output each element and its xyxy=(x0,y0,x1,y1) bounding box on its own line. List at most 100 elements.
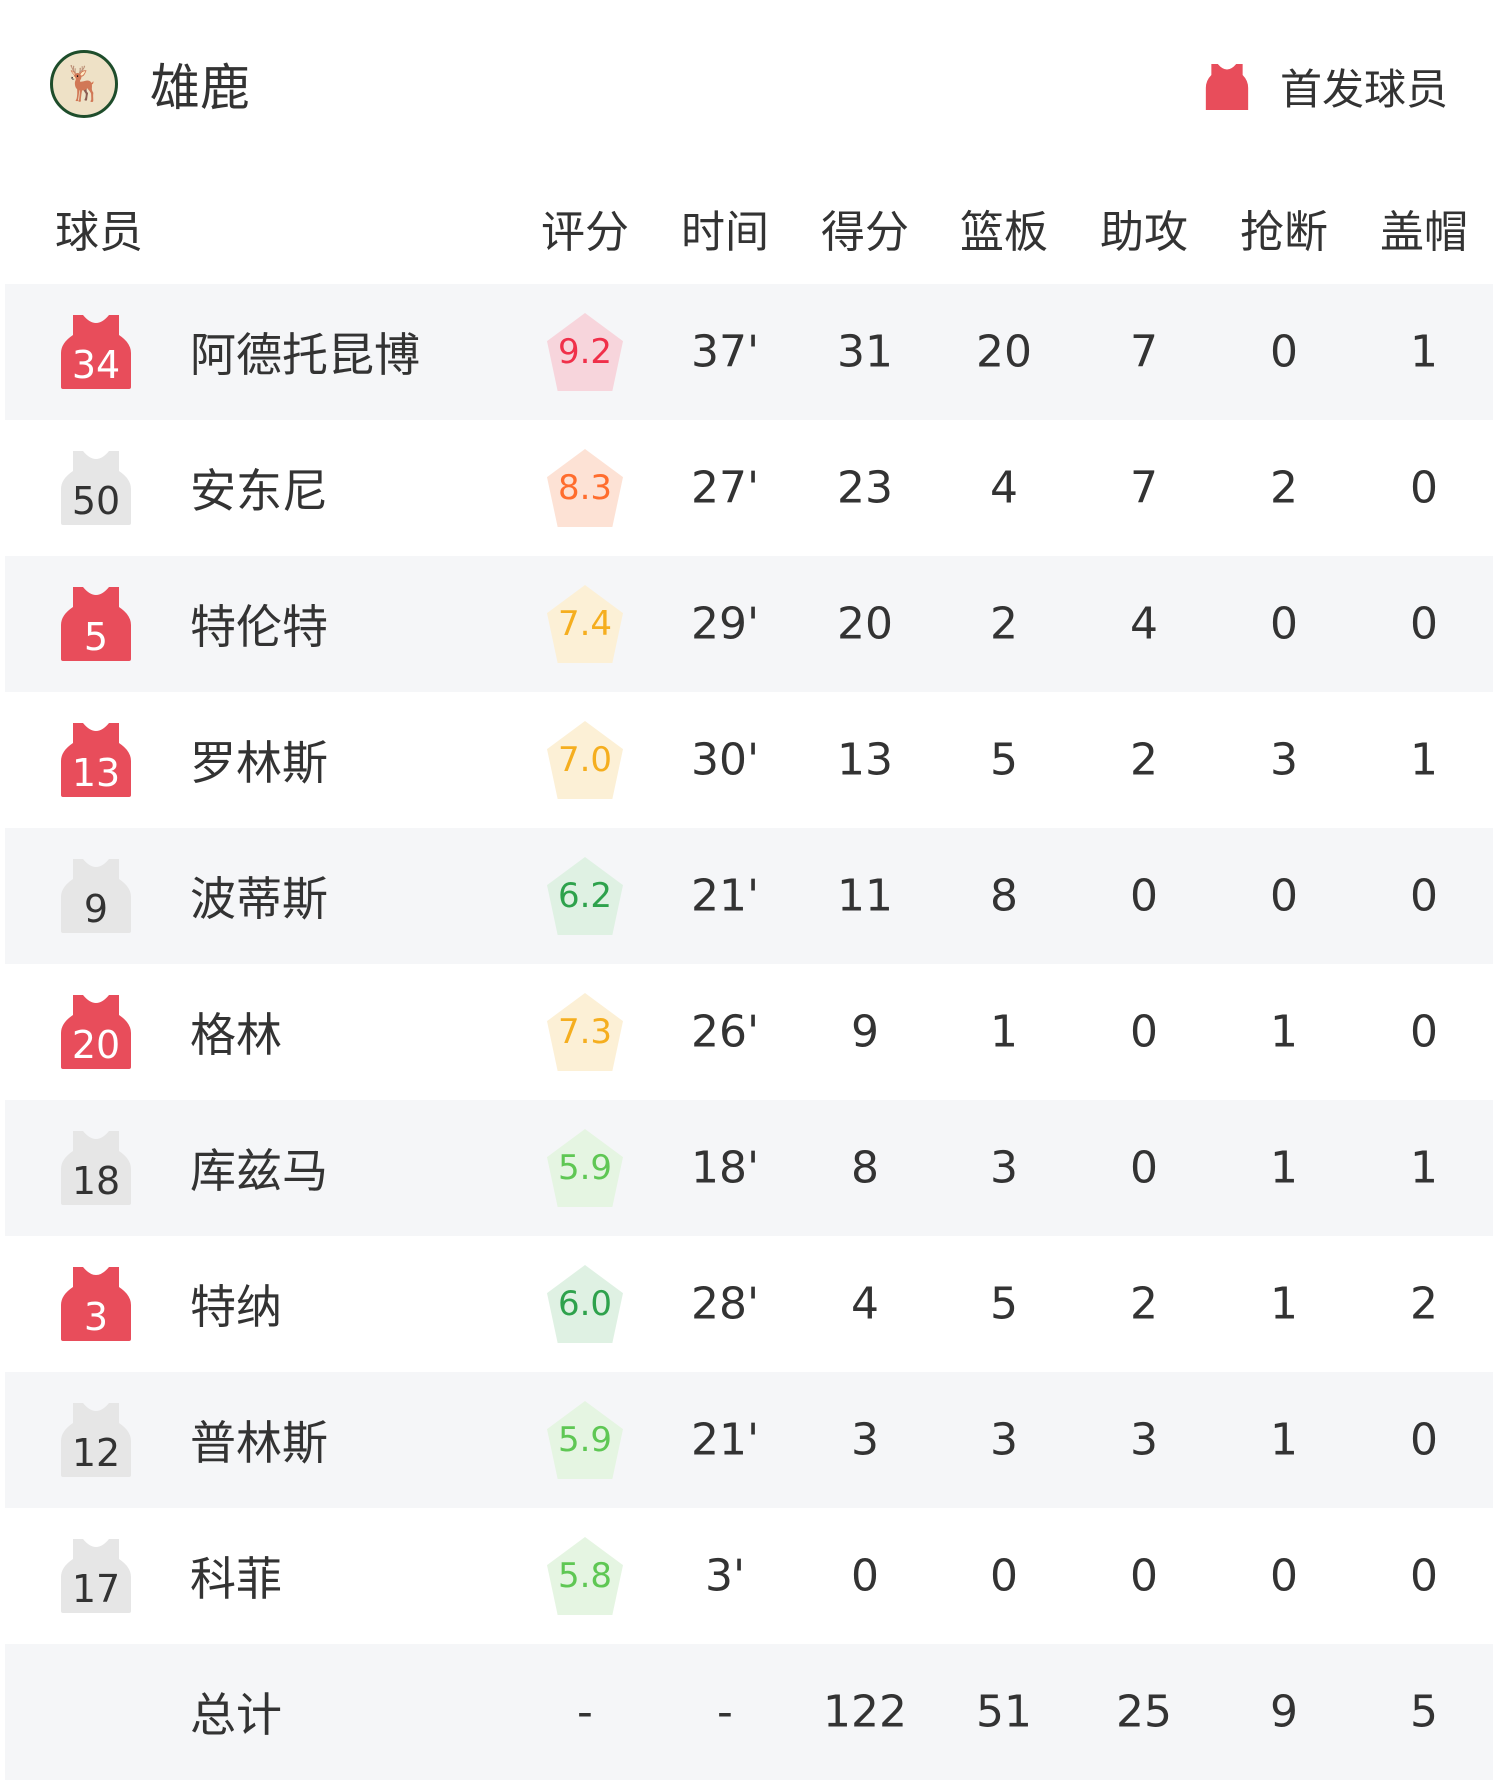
column-header: 盖帽 xyxy=(1380,207,1468,258)
player-name[interactable]: 普林斯 xyxy=(190,1416,328,1470)
stat-time: 27' xyxy=(690,462,760,514)
rating-badge: 7.3 xyxy=(547,993,623,1071)
jersey-number-badge: 13 xyxy=(61,723,131,797)
player-row[interactable]: 5 特伦特 7.4 29' 20 2 4 0 0 xyxy=(5,556,1493,692)
column-header: 抢断 xyxy=(1240,207,1328,258)
player-name[interactable]: 格林 xyxy=(190,1008,282,1062)
stat-ast: 0 xyxy=(1130,870,1158,922)
stat-ast: 2 xyxy=(1130,1278,1158,1330)
stat-stl: 1 xyxy=(1270,1142,1298,1194)
player-name[interactable]: 特纳 xyxy=(190,1280,282,1334)
table-header: 球员 评分 时间 得分 篮板 助攻 抢断 盖帽 xyxy=(0,196,1500,258)
column-header: 球员 xyxy=(55,207,143,258)
stat-time: 21' xyxy=(690,870,760,922)
jersey-icon xyxy=(1205,63,1249,110)
player-name[interactable]: 罗林斯 xyxy=(190,736,328,790)
stat-time: 28' xyxy=(690,1278,760,1330)
stat-blk: 1 xyxy=(1410,1142,1438,1194)
column-header: 得分 xyxy=(821,207,909,258)
player-row[interactable]: 3 特纳 6.0 28' 4 5 2 1 2 xyxy=(5,1236,1493,1372)
stat-stl: 0 xyxy=(1270,326,1298,378)
player-row[interactable]: 17 科菲 5.8 3' 0 0 0 0 0 xyxy=(5,1508,1493,1644)
stat-blk: 0 xyxy=(1410,1550,1438,1602)
stat-ast: 7 xyxy=(1130,462,1158,514)
player-name[interactable]: 安东尼 xyxy=(190,464,328,518)
stat-stl: 1 xyxy=(1270,1278,1298,1330)
stat-time: 37' xyxy=(690,326,760,378)
jersey-number-badge: 5 xyxy=(61,587,131,661)
player-row[interactable]: 9 波蒂斯 6.2 21' 11 8 0 0 0 xyxy=(5,828,1493,964)
stat-ast: 0 xyxy=(1130,1142,1158,1194)
stat-reb: 3 xyxy=(990,1414,1018,1466)
stat-blk: 1 xyxy=(1410,734,1438,786)
jersey-number-badge: 18 xyxy=(61,1131,131,1205)
stat-stl: 0 xyxy=(1270,870,1298,922)
stat-time: 26' xyxy=(690,1006,760,1058)
stat-time: 3' xyxy=(704,1550,746,1602)
stat-stl: 1 xyxy=(1270,1414,1298,1466)
rating-badge: 9.2 xyxy=(547,313,623,391)
player-name[interactable]: 阿德托昆博 xyxy=(190,328,420,382)
stat-ast: 7 xyxy=(1130,326,1158,378)
rating-badge: 7.0 xyxy=(547,721,623,799)
starter-legend: 首发球员 xyxy=(1204,56,1448,117)
rating-badge: 8.3 xyxy=(547,449,623,527)
player-name[interactable]: 特伦特 xyxy=(190,600,328,654)
stat-pts: 23 xyxy=(837,462,893,514)
stat-reb: 5 xyxy=(990,1278,1018,1330)
jersey-number-badge: 3 xyxy=(61,1267,131,1341)
stat-pts: 3 xyxy=(851,1414,879,1466)
team-name: 雄鹿 xyxy=(150,59,250,117)
stat-time: 18' xyxy=(690,1142,760,1194)
rating-badge: 5.8 xyxy=(547,1537,623,1615)
stat-blk: 0 xyxy=(1410,1006,1438,1058)
stat-ast: 3 xyxy=(1130,1414,1158,1466)
stat-blk: 2 xyxy=(1410,1278,1438,1330)
total-reb: 51 xyxy=(976,1686,1032,1738)
total-pts: 122 xyxy=(823,1686,907,1738)
jersey-number-badge: 20 xyxy=(61,995,131,1069)
jersey-number-badge: 50 xyxy=(61,451,131,525)
stat-time: 29' xyxy=(690,598,760,650)
stat-time: 21' xyxy=(690,1414,760,1466)
bucks-logo: 🦌 xyxy=(50,50,118,118)
stat-blk: 0 xyxy=(1410,1414,1438,1466)
total-rating: - xyxy=(577,1686,593,1738)
stat-reb: 5 xyxy=(990,734,1018,786)
stat-ast: 0 xyxy=(1130,1550,1158,1602)
stat-pts: 13 xyxy=(837,734,893,786)
player-row[interactable]: 13 罗林斯 7.0 30' 13 5 2 3 1 xyxy=(5,692,1493,828)
rating-badge: 7.4 xyxy=(547,585,623,663)
total-time: - xyxy=(717,1686,733,1738)
total-blk: 5 xyxy=(1410,1686,1438,1738)
stat-blk: 0 xyxy=(1410,462,1438,514)
column-header: 助攻 xyxy=(1100,207,1188,258)
player-row[interactable]: 20 格林 7.3 26' 9 1 0 1 0 xyxy=(5,964,1493,1100)
player-name[interactable]: 科菲 xyxy=(190,1552,282,1606)
player-name[interactable]: 波蒂斯 xyxy=(190,872,328,926)
player-row[interactable]: 12 普林斯 5.9 21' 3 3 3 1 0 xyxy=(5,1372,1493,1508)
stat-reb: 20 xyxy=(976,326,1032,378)
player-row[interactable]: 34 阿德托昆博 9.2 37' 31 20 7 0 1 xyxy=(5,284,1493,420)
player-row[interactable]: 50 安东尼 8.3 27' 23 4 7 2 0 xyxy=(5,420,1493,556)
stat-pts: 8 xyxy=(851,1142,879,1194)
jersey-number-badge: 17 xyxy=(61,1539,131,1613)
total-ast: 25 xyxy=(1116,1686,1172,1738)
stat-reb: 2 xyxy=(990,598,1018,650)
column-header: 时间 xyxy=(681,207,769,258)
stat-ast: 0 xyxy=(1130,1006,1158,1058)
stat-pts: 4 xyxy=(851,1278,879,1330)
total-stl: 9 xyxy=(1270,1686,1298,1738)
stat-pts: 31 xyxy=(837,326,893,378)
player-row[interactable]: 18 库兹马 5.9 18' 8 3 0 1 1 xyxy=(5,1100,1493,1236)
jersey-number-badge: 12 xyxy=(61,1403,131,1477)
stat-stl: 3 xyxy=(1270,734,1298,786)
column-header: 评分 xyxy=(541,207,629,258)
total-row: 总计 - - 122 51 25 9 5 xyxy=(5,1644,1493,1780)
player-name[interactable]: 库兹马 xyxy=(190,1144,328,1198)
stat-reb: 3 xyxy=(990,1142,1018,1194)
stat-pts: 11 xyxy=(837,870,893,922)
stat-blk: 1 xyxy=(1410,326,1438,378)
stat-pts: 0 xyxy=(851,1550,879,1602)
rating-badge: 5.9 xyxy=(547,1401,623,1479)
